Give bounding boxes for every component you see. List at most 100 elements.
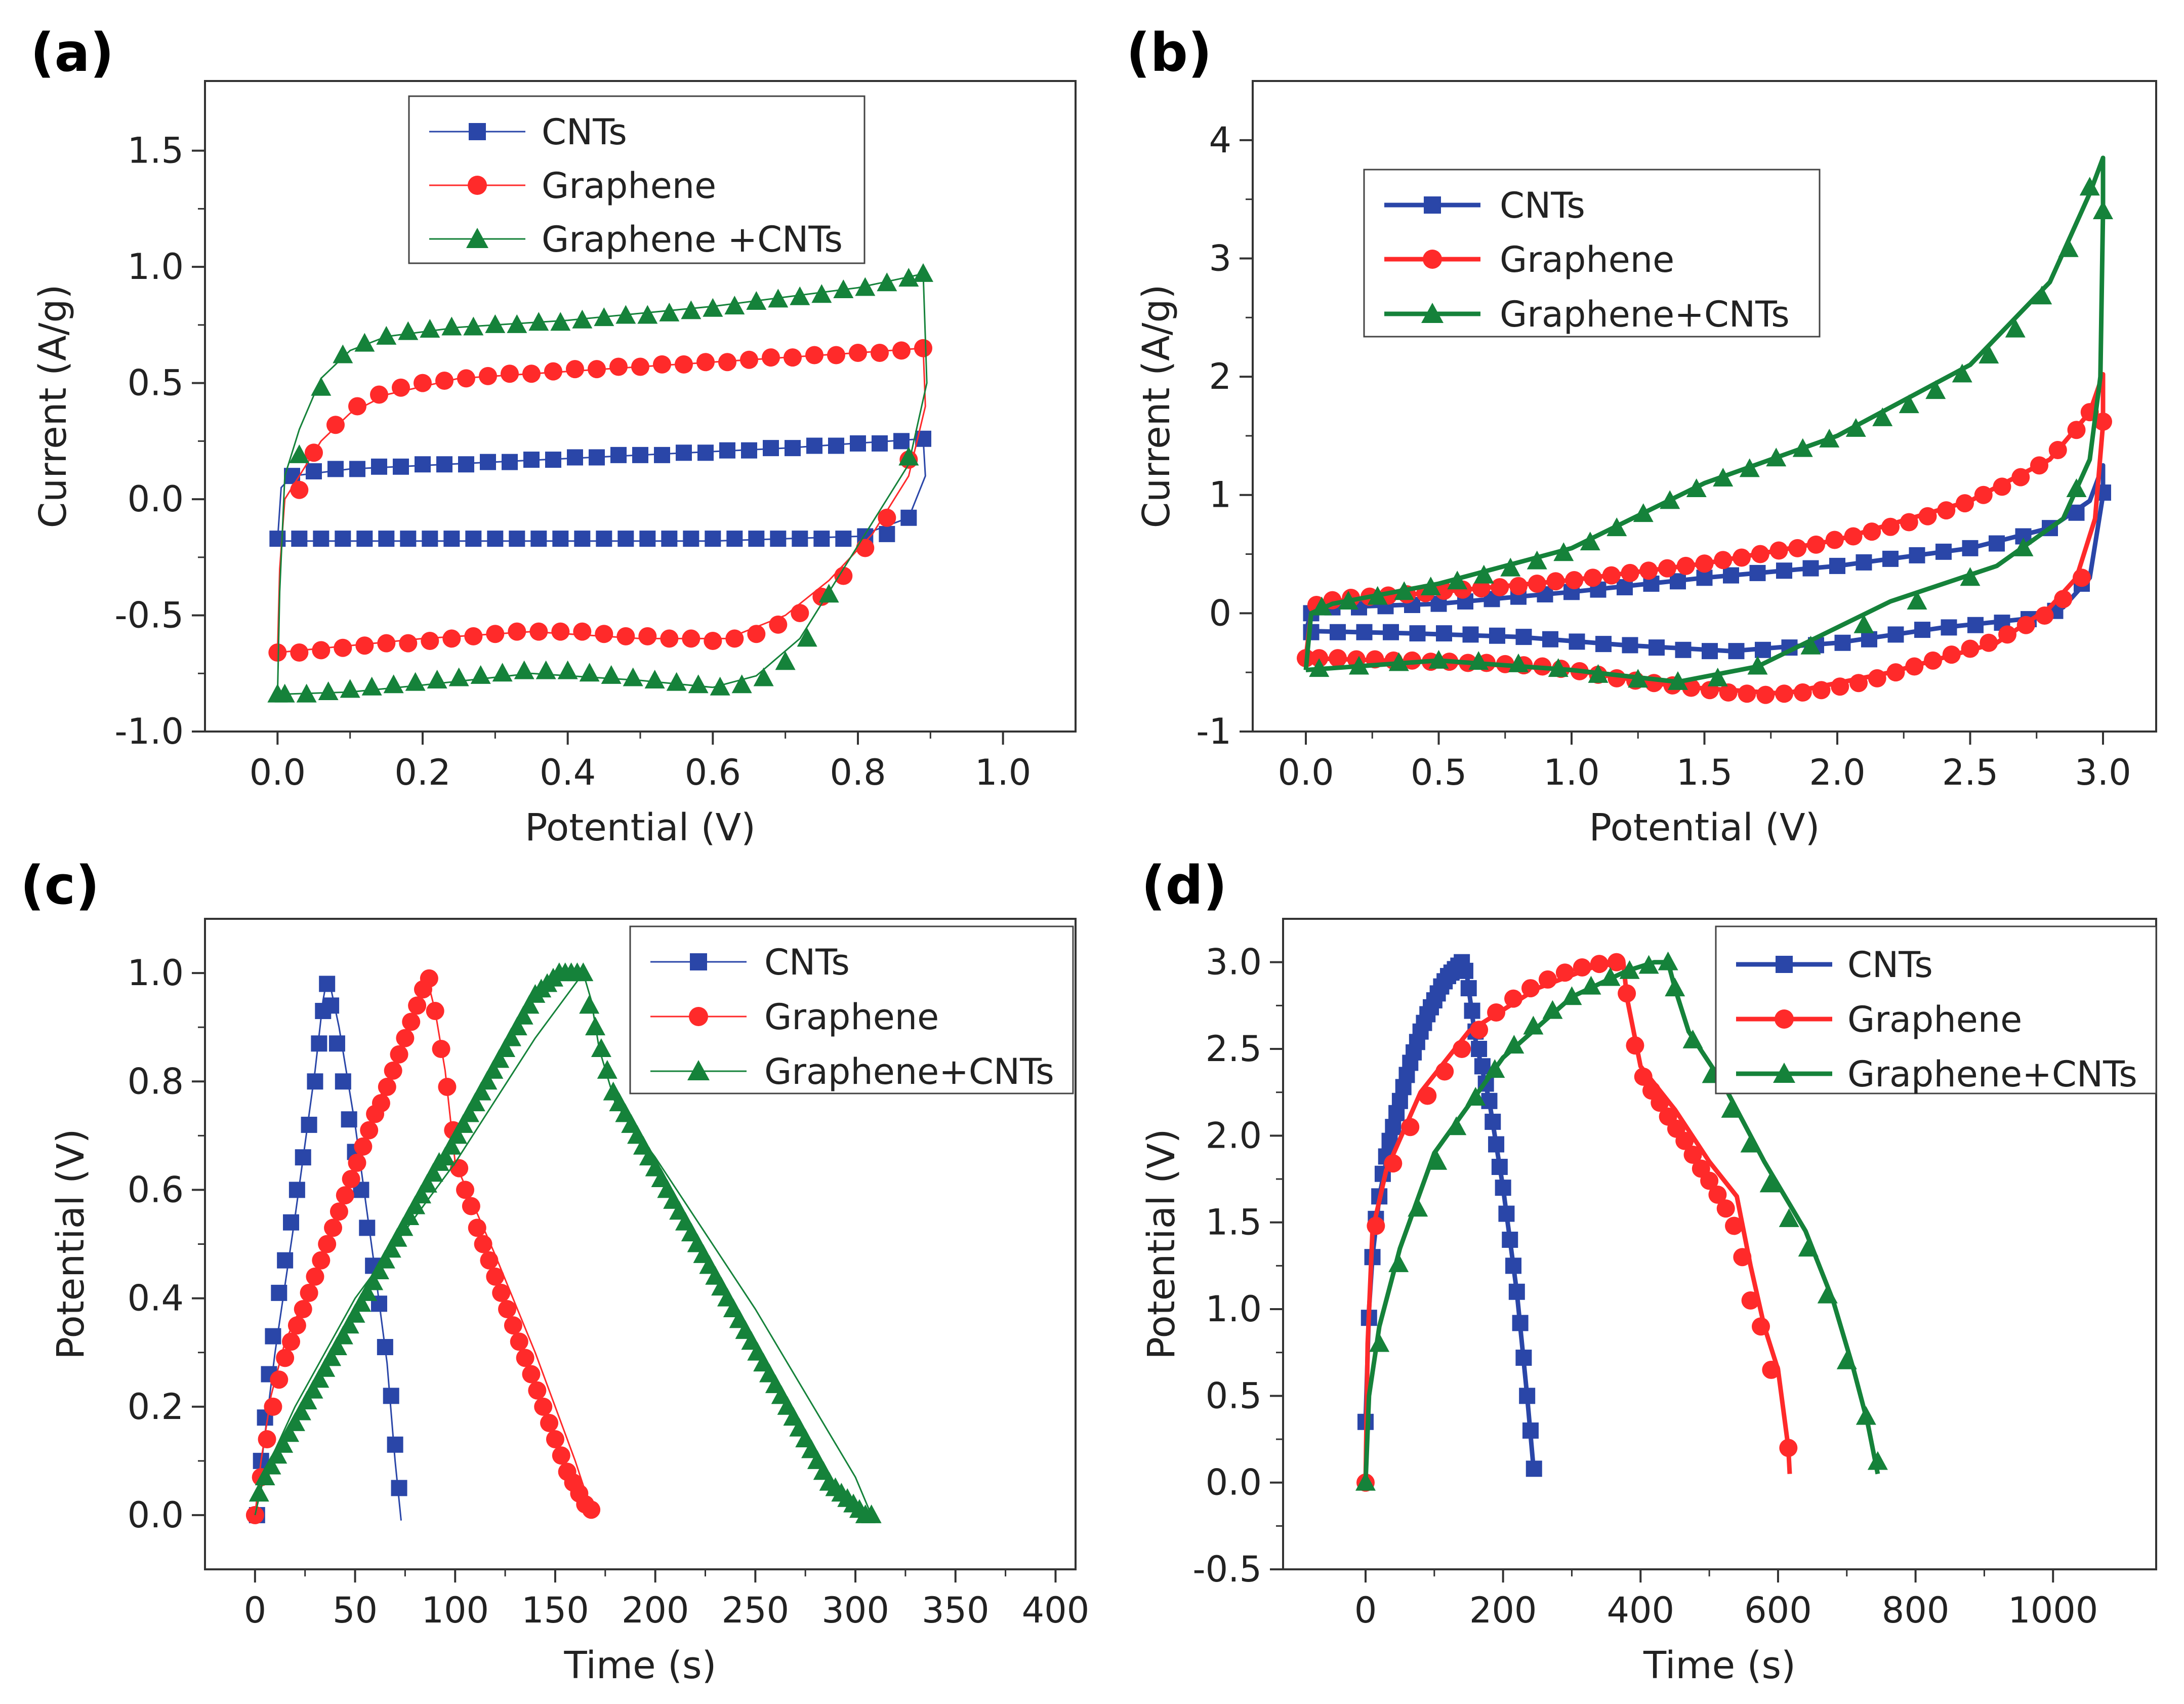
data-point-graphene-cnts xyxy=(2066,478,2087,498)
data-point-cnts xyxy=(589,449,605,466)
data-point-cnts xyxy=(502,454,518,470)
data-point-graphene xyxy=(638,627,657,645)
data-point-cnts xyxy=(574,531,591,547)
data-point-graphene xyxy=(378,1077,396,1096)
legend-square-marker xyxy=(1424,196,1441,214)
data-point-cnts xyxy=(1502,1231,1518,1248)
y-tick-label: 0.5 xyxy=(1206,1375,1262,1416)
data-point-cnts xyxy=(393,458,409,475)
data-point-graphene xyxy=(878,508,896,527)
data-point-graphene-cnts xyxy=(1420,576,1441,595)
data-point-graphene xyxy=(1555,963,1574,982)
data-point-graphene-cnts xyxy=(1504,1035,1524,1054)
data-point-graphene xyxy=(1487,1003,1506,1022)
data-point-graphene-cnts xyxy=(303,1380,323,1399)
data-point-graphene xyxy=(769,615,788,634)
y-tick-label: 1.0 xyxy=(128,952,184,994)
data-point-graphene xyxy=(438,1077,457,1096)
data-point-graphene-cnts xyxy=(1925,380,1946,399)
data-point-graphene xyxy=(1974,485,1993,504)
data-point-graphene xyxy=(1491,578,1509,596)
data-point-graphene xyxy=(1538,970,1557,989)
data-point-graphene-cnts xyxy=(1740,1133,1761,1153)
plot-frame xyxy=(1282,918,2157,1570)
data-point-cnts xyxy=(1522,1422,1539,1439)
data-point-graphene-cnts xyxy=(315,1358,336,1377)
panel-d-plot: 0 200 400 600 800 1000 -0.5 0.0 0.5 1.0 1.5 2.0 2.5 3… xyxy=(1140,918,2157,1687)
data-point-graphene xyxy=(516,1349,534,1367)
data-point-cnts xyxy=(1457,962,1473,979)
data-point-graphene xyxy=(334,638,352,657)
legend-item-cnts: CNTs xyxy=(1384,185,1585,226)
data-point-cnts xyxy=(349,461,365,477)
data-point-graphene xyxy=(725,629,744,648)
data-point-graphene-cnts xyxy=(261,1455,281,1475)
data-point-graphene-cnts xyxy=(1606,517,1627,537)
data-point-cnts xyxy=(1485,1113,1501,1130)
x-axis-title: Time (s) xyxy=(1643,1644,1796,1687)
series-group xyxy=(1297,155,2113,704)
data-point-graphene xyxy=(566,360,584,379)
data-point-graphene-cnts xyxy=(1581,976,1601,995)
data-point-graphene xyxy=(396,1029,415,1047)
panel-b-label: (b) xyxy=(1126,22,1212,84)
data-point-graphene xyxy=(300,1283,318,1302)
legend-label-graphene-cnts: Graphene+CNTs xyxy=(1847,1053,2137,1095)
data-point-graphene-cnts xyxy=(1394,581,1415,600)
data-point-cnts xyxy=(632,447,648,463)
data-point-cnts xyxy=(1512,1315,1529,1331)
x-tick-label: 400 xyxy=(1606,1590,1674,1631)
data-point-graphene xyxy=(399,634,418,653)
data-point-graphene xyxy=(805,346,823,364)
data-point-cnts xyxy=(422,531,438,547)
data-point-graphene xyxy=(1918,507,1937,525)
data-point-graphene-cnts xyxy=(1561,986,1582,1005)
data-point-graphene xyxy=(336,1186,354,1205)
data-point-cnts xyxy=(328,1035,345,1052)
x-tick-label: 0.8 xyxy=(830,752,886,793)
data-point-graphene xyxy=(1886,663,1905,682)
data-point-graphene-cnts xyxy=(535,660,556,679)
panel-c-plot: 0 50 100 150 200 250 300 350 400 0.0 0.2 0.4 0.6 0.8 1… xyxy=(49,918,1089,1687)
data-point-graphene xyxy=(522,364,541,383)
data-point-graphene xyxy=(546,1430,564,1448)
data-point-graphene-cnts xyxy=(1792,438,1813,457)
data-point-cnts xyxy=(306,463,322,479)
data-point-graphene xyxy=(1751,545,1769,563)
data-point-graphene xyxy=(282,1332,301,1351)
data-point-graphene xyxy=(1504,989,1523,1008)
data-point-cnts xyxy=(893,433,910,450)
data-point-graphene xyxy=(1924,651,1942,670)
data-point-graphene-cnts xyxy=(550,312,571,331)
data-point-graphene xyxy=(324,1219,343,1237)
data-point-graphene-cnts xyxy=(1338,591,1358,610)
data-point-graphene xyxy=(2048,440,2067,459)
data-point-cnts xyxy=(313,531,329,547)
y-tick-label: 1 xyxy=(1209,474,1231,516)
data-point-cnts xyxy=(291,531,308,547)
data-point-cnts xyxy=(1519,1388,1536,1404)
data-point-cnts xyxy=(610,447,627,463)
data-point-graphene-cnts xyxy=(441,1135,462,1155)
data-point-graphene xyxy=(1733,548,1751,567)
panel-c-label: (c) xyxy=(20,855,100,916)
data-point-graphene xyxy=(305,443,323,462)
data-point-graphene xyxy=(390,1045,408,1064)
panel-b: (b) 0.0 0.5 1.0 1.5 2.0 2.5 3.0 -1 0 1 2 3 4 Potentia… xyxy=(1126,22,2157,849)
data-point-graphene-cnts xyxy=(644,670,665,689)
data-point-graphene xyxy=(582,1500,601,1519)
data-point-graphene xyxy=(529,622,548,641)
data-point-graphene-cnts xyxy=(513,1005,533,1025)
data-point-graphene xyxy=(342,1170,360,1188)
data-point-cnts xyxy=(1649,639,1665,656)
data-point-graphene-cnts xyxy=(1979,345,1999,364)
data-point-graphene xyxy=(1509,577,1528,595)
legend-label-graphene: Graphene xyxy=(1500,239,1674,280)
data-point-graphene-cnts xyxy=(768,289,789,308)
x-tick-label: 200 xyxy=(622,1590,689,1631)
data-point-graphene-cnts xyxy=(1856,1406,1876,1425)
data-point-graphene-cnts xyxy=(1388,652,1409,671)
data-point-cnts xyxy=(1488,1136,1505,1153)
data-point-graphene-cnts xyxy=(1845,418,1866,437)
data-point-graphene xyxy=(1738,684,1756,703)
